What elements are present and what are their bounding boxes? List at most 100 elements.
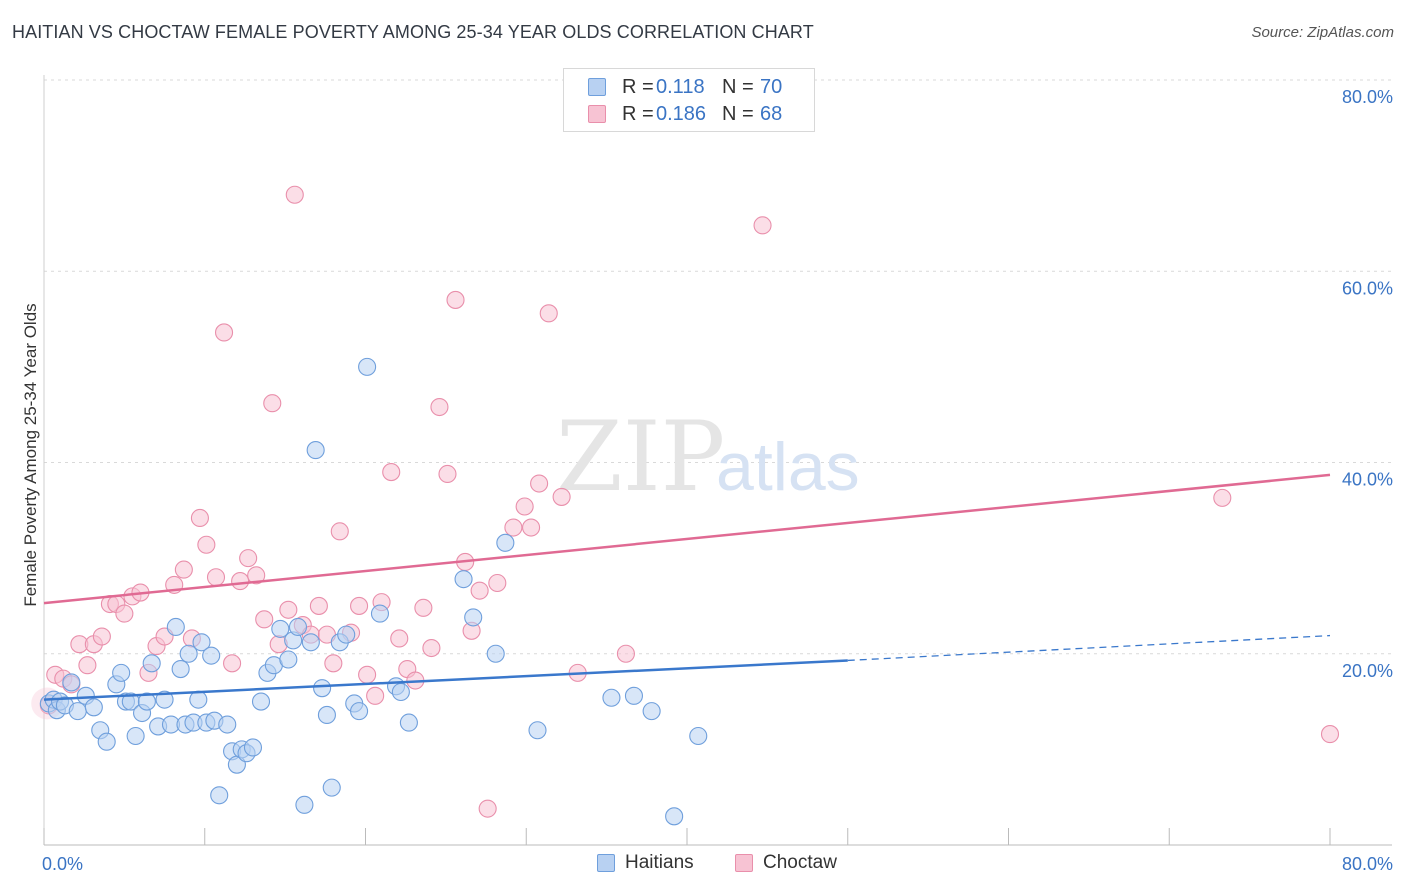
- gridlines: [44, 79, 1392, 655]
- bottom-legend-choctaw: Choctaw: [735, 852, 837, 874]
- choctaw-point: [285, 185, 304, 204]
- haitians-point: [68, 702, 87, 721]
- legend-n-label: N =: [722, 75, 754, 98]
- haitians-trend-line: [43, 659, 848, 701]
- haitians-point: [202, 646, 221, 665]
- choctaw-point: [382, 463, 401, 482]
- legend-n-value: 68: [760, 102, 783, 125]
- haitians-point: [496, 533, 515, 552]
- choctaw-points: [31, 185, 1340, 818]
- y-tick-labels: 20.0% 40.0% 60.0% 80.0%: [1342, 87, 1393, 681]
- choctaw-point: [414, 598, 433, 617]
- choctaw-point: [530, 474, 549, 493]
- y-tick-label: 20.0%: [1342, 661, 1393, 681]
- haitians-point: [391, 682, 410, 702]
- choctaw-point: [470, 581, 489, 600]
- haitians-point: [210, 786, 229, 805]
- haitians-swatch: [588, 78, 606, 96]
- haitians-point: [358, 357, 377, 376]
- haitians-point: [301, 633, 320, 652]
- choctaw-point: [504, 518, 523, 537]
- haitians-point: [370, 604, 390, 623]
- choctaw-point: [263, 394, 282, 413]
- haitians-point: [142, 654, 161, 673]
- haitians-point: [155, 690, 174, 709]
- haitians-point: [642, 702, 661, 721]
- choctaw-point: [309, 596, 328, 615]
- haitians-points: [39, 357, 708, 826]
- choctaw-point: [446, 290, 465, 309]
- haitians-legend-swatch: [597, 854, 615, 872]
- correlation-legend: R = 0.118 N = 70 R = 0.186 N = 68: [563, 68, 815, 132]
- legend-n-value: 70: [760, 75, 783, 98]
- haitians-point: [317, 705, 336, 725]
- choctaw-point: [190, 508, 209, 528]
- watermark-zip: ZIP: [556, 401, 725, 513]
- haitians-point: [271, 619, 290, 638]
- choctaw-point: [206, 568, 226, 587]
- choctaw-point: [616, 644, 635, 663]
- choctaw-point: [488, 573, 507, 593]
- x-tick-label: 80.0%: [1342, 854, 1393, 874]
- choctaw-point: [115, 604, 134, 623]
- choctaw-legend-swatch: [735, 854, 753, 872]
- haitians-point: [399, 713, 418, 732]
- haitians-point: [97, 732, 116, 751]
- haitians-point: [218, 715, 237, 734]
- haitians-legend-label: Haitians: [625, 852, 694, 873]
- y-tick-label: 40.0%: [1342, 470, 1393, 490]
- choctaw-point: [350, 596, 369, 615]
- choctaw-point: [247, 566, 266, 585]
- legend-r-value: 0.118: [656, 75, 705, 98]
- choctaw-point: [78, 656, 97, 675]
- y-tick-label: 60.0%: [1342, 278, 1393, 298]
- haitians-point: [689, 726, 708, 746]
- legend-r-label: R =: [622, 102, 654, 125]
- choctaw-point: [324, 654, 343, 673]
- choctaw-point: [223, 654, 242, 673]
- chart-title: HAITIAN VS CHOCTAW FEMALE POVERTY AMONG …: [12, 22, 814, 42]
- choctaw-point: [438, 464, 457, 484]
- haitians-point: [306, 441, 325, 460]
- trend-lines: [43, 473, 1331, 701]
- haitians-point: [243, 738, 263, 757]
- haitians-point: [112, 663, 131, 682]
- haitians-point: [313, 679, 332, 698]
- choctaw-point: [390, 629, 409, 648]
- choctaw-point: [1320, 725, 1340, 744]
- y-axis-label: Female Poverty Among 25-34 Year Olds: [21, 303, 40, 606]
- haitians-point: [602, 688, 621, 707]
- haitians-point: [84, 698, 103, 717]
- haitians-point: [166, 617, 185, 637]
- legend-n-label: N =: [722, 102, 754, 125]
- haitians-point: [288, 617, 308, 637]
- haitians-point: [279, 650, 298, 669]
- choctaw-point: [1213, 488, 1232, 507]
- choctaw-point: [279, 600, 298, 619]
- choctaw-point: [522, 518, 541, 537]
- choctaw-trend-line: [43, 473, 1331, 605]
- chart-source: Source: ZipAtlas.com: [1251, 24, 1394, 41]
- choctaw-point: [231, 572, 250, 591]
- haitians-point: [189, 690, 208, 709]
- legend-r-value: 0.186: [656, 102, 707, 125]
- x-tick-labels: 0.0% 80.0%: [42, 854, 1393, 874]
- legend-row-haitians: R = 0.118 N = 70: [588, 75, 826, 99]
- choctaw-point: [753, 216, 772, 235]
- bottom-legend-haitians: Haitians: [597, 852, 694, 874]
- haitians-point: [624, 686, 644, 705]
- choctaw-point: [478, 799, 497, 818]
- legend-r-label: R =: [622, 75, 654, 98]
- choctaw-point: [255, 610, 274, 629]
- haitians-point: [322, 778, 341, 797]
- choctaw-point: [358, 665, 377, 684]
- choctaw-point: [422, 638, 441, 658]
- choctaw-point: [330, 522, 349, 541]
- choctaw-point: [430, 397, 449, 417]
- choctaw-point: [214, 323, 234, 342]
- haitians-point: [171, 659, 190, 679]
- x-tick-label: 0.0%: [42, 854, 83, 874]
- haitians-point: [337, 625, 356, 644]
- haitians-point: [528, 721, 547, 740]
